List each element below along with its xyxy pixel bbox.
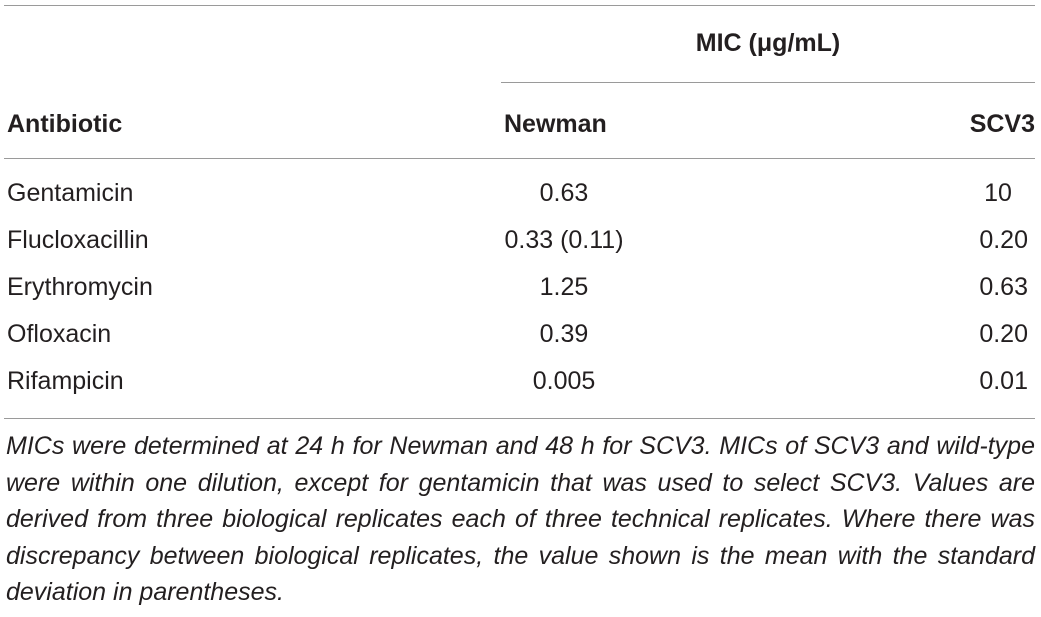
table-top-rule [4, 5, 1035, 6]
scv3-cell: 10 [984, 179, 1012, 207]
table-footnote: MICs were determined at 24 h for Newman … [6, 432, 1035, 606]
table-row: Erythromycin 1.25 0.63 [0, 272, 1041, 302]
antibiotic-cell: Rifampicin [7, 367, 124, 395]
table-row: Rifampicin 0.005 0.01 [0, 366, 1041, 396]
scv3-cell: 0.01 [979, 367, 1028, 395]
scv3-cell: 0.20 [979, 226, 1028, 254]
column-header-scv3: SCV3 [969, 110, 1035, 138]
column-header-newman: Newman [504, 110, 607, 138]
table-bottom-rule [4, 418, 1035, 419]
antibiotic-cell: Ofloxacin [7, 320, 112, 348]
antibiotic-cell: Flucloxacillin [7, 226, 149, 254]
newman-cell: 0.39 [539, 320, 589, 348]
mic-group-rule [501, 82, 1035, 83]
antibiotic-cell: Gentamicin [7, 179, 134, 207]
antibiotic-cell: Erythromycin [7, 273, 153, 301]
table-row: Flucloxacillin 0.33 (0.11) 0.20 [0, 225, 1041, 255]
mic-group-header: MIC (μg/mL) [695, 29, 841, 57]
scv3-cell: 0.20 [979, 320, 1028, 348]
newman-cell: 0.63 [539, 179, 589, 207]
newman-cell: 1.25 [539, 273, 589, 301]
newman-cell: 0.005 [532, 367, 596, 395]
column-header-antibiotic: Antibiotic [7, 110, 123, 138]
scv3-cell: 0.63 [979, 273, 1028, 301]
table-row: Ofloxacin 0.39 0.20 [0, 319, 1041, 349]
header-bottom-rule [4, 158, 1035, 159]
table-row: Gentamicin 0.63 10 [0, 178, 1041, 208]
newman-cell: 0.33 (0.11) [504, 226, 624, 254]
